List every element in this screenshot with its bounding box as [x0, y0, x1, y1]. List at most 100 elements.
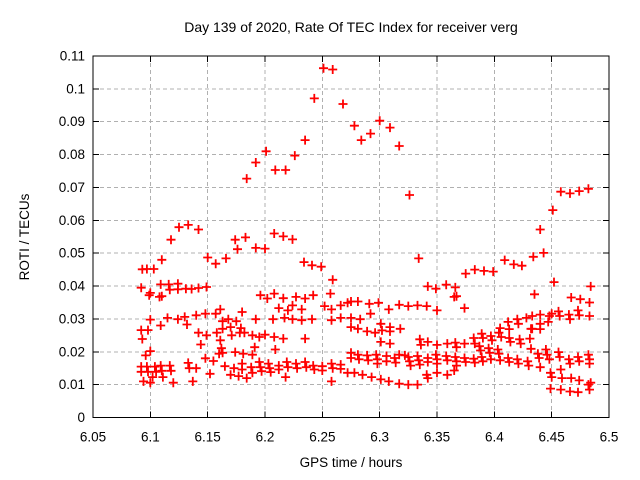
- scatter-point: [338, 99, 348, 109]
- scatter-point: [585, 359, 594, 369]
- scatter-point: [375, 116, 385, 126]
- scatter-point: [208, 356, 218, 366]
- scatter-point: [299, 257, 309, 267]
- scatter-point: [488, 267, 498, 277]
- scatter-point: [250, 342, 260, 352]
- scatter-point: [188, 376, 198, 386]
- scatter-point: [370, 328, 380, 338]
- scatter-point: [291, 359, 301, 369]
- scatter-point: [354, 354, 364, 364]
- scatter-point: [403, 301, 413, 311]
- scatter-point: [157, 255, 167, 265]
- scatter-point: [269, 332, 279, 342]
- scatter-point: [469, 333, 479, 343]
- scatter-point: [391, 358, 401, 368]
- scatter-point: [328, 363, 338, 373]
- scatter-point: [405, 356, 414, 366]
- scatter-point: [564, 310, 574, 320]
- scatter-point: [309, 93, 319, 103]
- scatter-point: [527, 311, 537, 321]
- scatter-point: [308, 290, 318, 300]
- scatter-point: [362, 326, 372, 336]
- scatter-point: [183, 358, 193, 368]
- tick-layer: 6.05 6.1 6.15 6.2 6.25 6.3 6.35 6.4 6.45 6.5 0 0.01…: [59, 49, 619, 445]
- x-tick-label: 6.15: [195, 430, 221, 445]
- scatter-point: [212, 328, 222, 338]
- scatter-point: [556, 385, 566, 395]
- scatter-point: [452, 291, 461, 301]
- scatter-point: [565, 314, 575, 324]
- scatter-point: [156, 321, 166, 330]
- scatter-point: [423, 281, 433, 291]
- y-tick-label: 0.1: [66, 81, 85, 96]
- scatter-point: [191, 363, 201, 373]
- scatter-point: [316, 262, 326, 272]
- scatter-point: [328, 65, 338, 74]
- scatter-point: [251, 243, 261, 253]
- scatter-point: [270, 345, 280, 354]
- scatter-point: [574, 186, 584, 196]
- scatter-point: [346, 322, 356, 332]
- scatter-point: [385, 123, 395, 133]
- scatter-point: [278, 334, 288, 344]
- scatter-point: [452, 342, 461, 352]
- scatter-point: [183, 220, 193, 230]
- scatter-point: [565, 387, 575, 396]
- scatter-point: [432, 368, 442, 378]
- scatter-point: [535, 310, 545, 320]
- scatter-point: [546, 368, 555, 378]
- plot-frame: [92, 55, 610, 418]
- scatter-point: [226, 322, 236, 332]
- scatter-point: [327, 359, 336, 369]
- scatter-point: [278, 293, 288, 303]
- scatter-point: [371, 350, 381, 360]
- scatter-point: [230, 235, 240, 245]
- scatter-point: [461, 269, 471, 279]
- scatter-point: [268, 314, 278, 324]
- scatter-point: [585, 385, 594, 395]
- scatter-point: [234, 371, 244, 381]
- scatter-point: [415, 360, 425, 370]
- scatter-point: [484, 343, 494, 353]
- scatter-point: [526, 344, 536, 354]
- scatter-point: [485, 348, 495, 358]
- scatter-point: [385, 326, 395, 336]
- scatter-point: [231, 316, 241, 326]
- scatter-point: [541, 345, 551, 354]
- scatter-point: [200, 353, 210, 363]
- scatter-point: [239, 328, 249, 338]
- scatter-point: [450, 352, 460, 362]
- scatter-point: [449, 366, 459, 375]
- scatter-point: [292, 363, 302, 373]
- scatter-point: [349, 368, 359, 378]
- scatter-point: [173, 314, 183, 324]
- scatter-point: [327, 315, 336, 325]
- scatter-point: [474, 341, 484, 351]
- scatter-point: [476, 346, 486, 355]
- scatter-point: [556, 365, 566, 374]
- y-axis-label: ROTI / TECUs: [17, 193, 32, 280]
- scatter-point: [151, 367, 161, 377]
- scatter-point: [288, 300, 297, 310]
- scatter-point: [573, 352, 583, 362]
- scatter-point: [450, 338, 460, 348]
- scatter-point: [509, 259, 519, 269]
- scatter-point: [194, 225, 203, 234]
- scatter-point: [307, 314, 317, 324]
- scatter-point: [405, 190, 414, 200]
- scatter-point: [251, 314, 261, 324]
- scatter-point: [255, 290, 265, 300]
- scatter-point: [358, 370, 367, 380]
- scatter-point: [385, 339, 395, 349]
- scatter-point: [317, 366, 327, 375]
- scatter-point: [283, 362, 293, 372]
- scatter-point: [556, 187, 566, 197]
- scatter-point: [414, 253, 424, 263]
- scatter-point: [242, 174, 252, 184]
- scatter-point: [261, 146, 271, 156]
- scatter-point: [165, 285, 175, 295]
- scatter-point: [202, 330, 211, 340]
- scatter-point: [356, 135, 366, 145]
- y-tick-label: 0.02: [59, 344, 85, 359]
- scatter-point: [143, 367, 153, 377]
